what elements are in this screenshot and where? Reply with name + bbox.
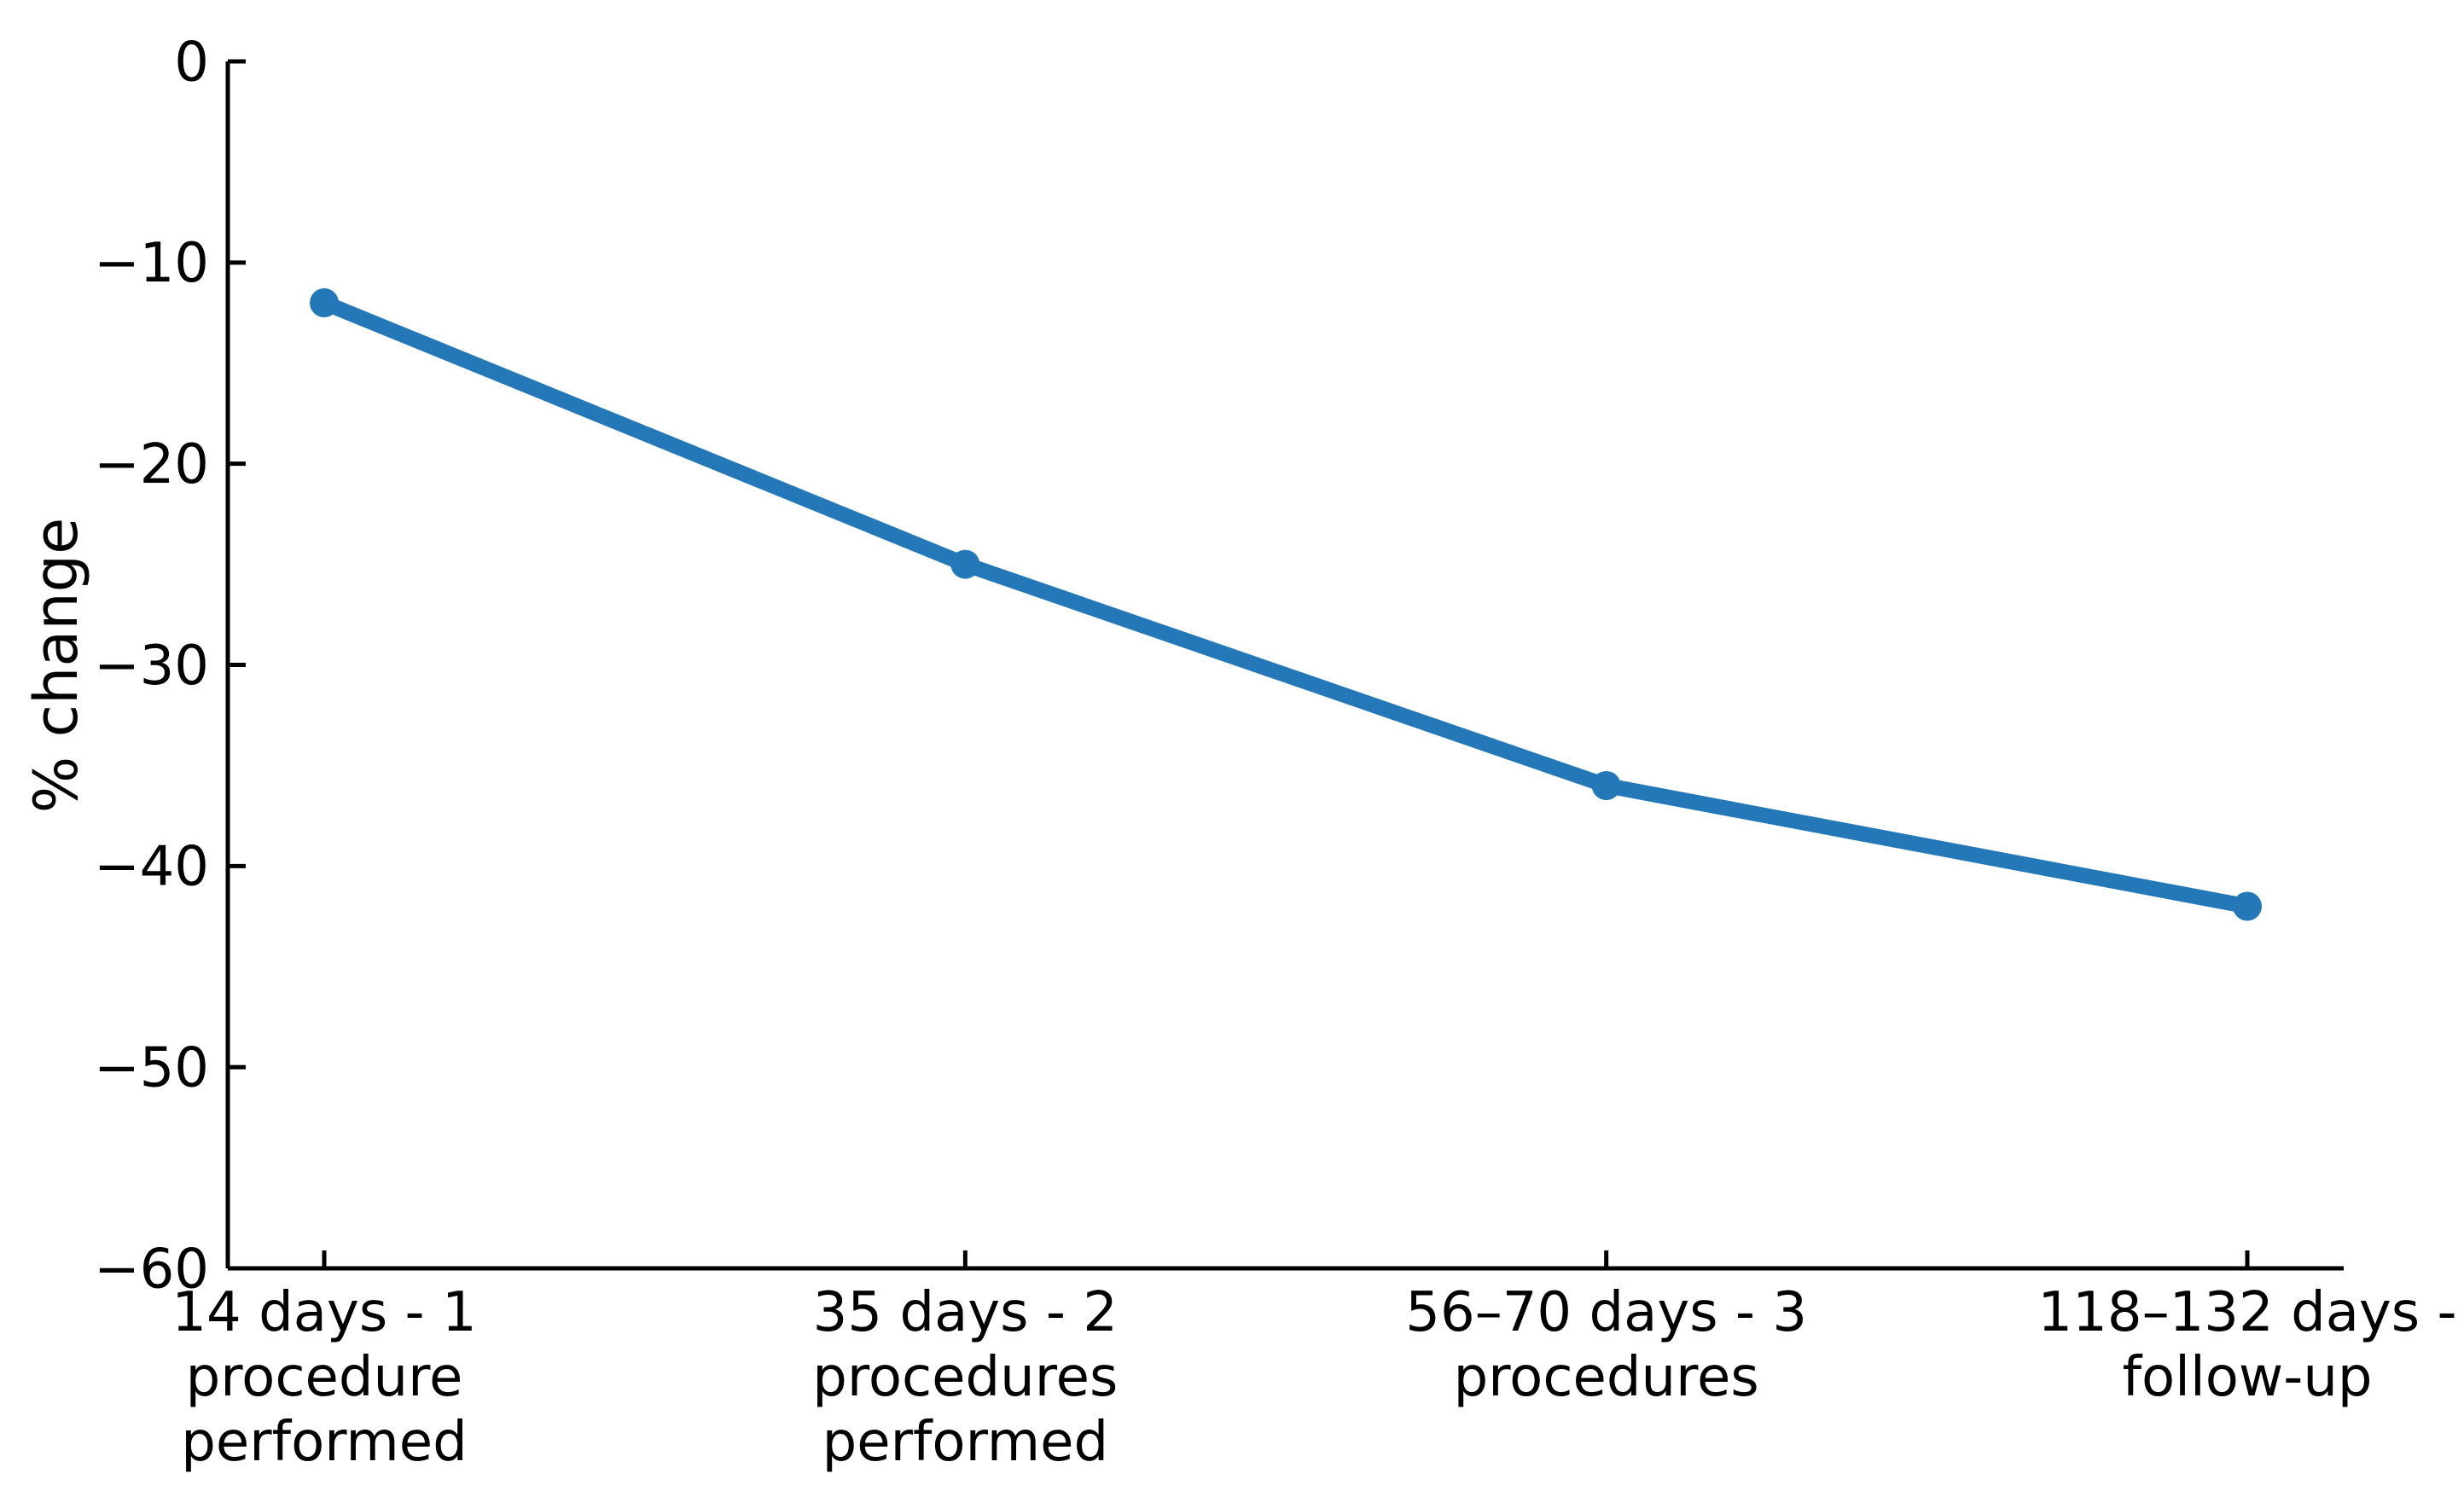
y-tick-label: −20 (94, 433, 209, 496)
x-tick-label: 118–132 days -follow-up (2037, 1281, 2456, 1409)
data-point (1591, 771, 1621, 800)
y-tick-label: −60 (94, 1238, 209, 1301)
y-tick-label: 0 (174, 31, 209, 94)
data-point (310, 288, 339, 317)
data-point (2233, 891, 2262, 921)
y-tick-label: −30 (94, 635, 209, 698)
y-tick-label: −10 (94, 232, 209, 295)
y-tick-label: −40 (94, 836, 209, 899)
data-point (950, 549, 980, 579)
x-tick-label: 14 days - 1 procedure performed (171, 1281, 476, 1474)
data-line (317, 295, 2255, 914)
y-tick-label: −50 (94, 1037, 209, 1100)
x-tick-label: 56–70 days - 3 procedures (1405, 1281, 1807, 1409)
x-tick-label: 35 days - 2 procedures performed (812, 1281, 1118, 1474)
